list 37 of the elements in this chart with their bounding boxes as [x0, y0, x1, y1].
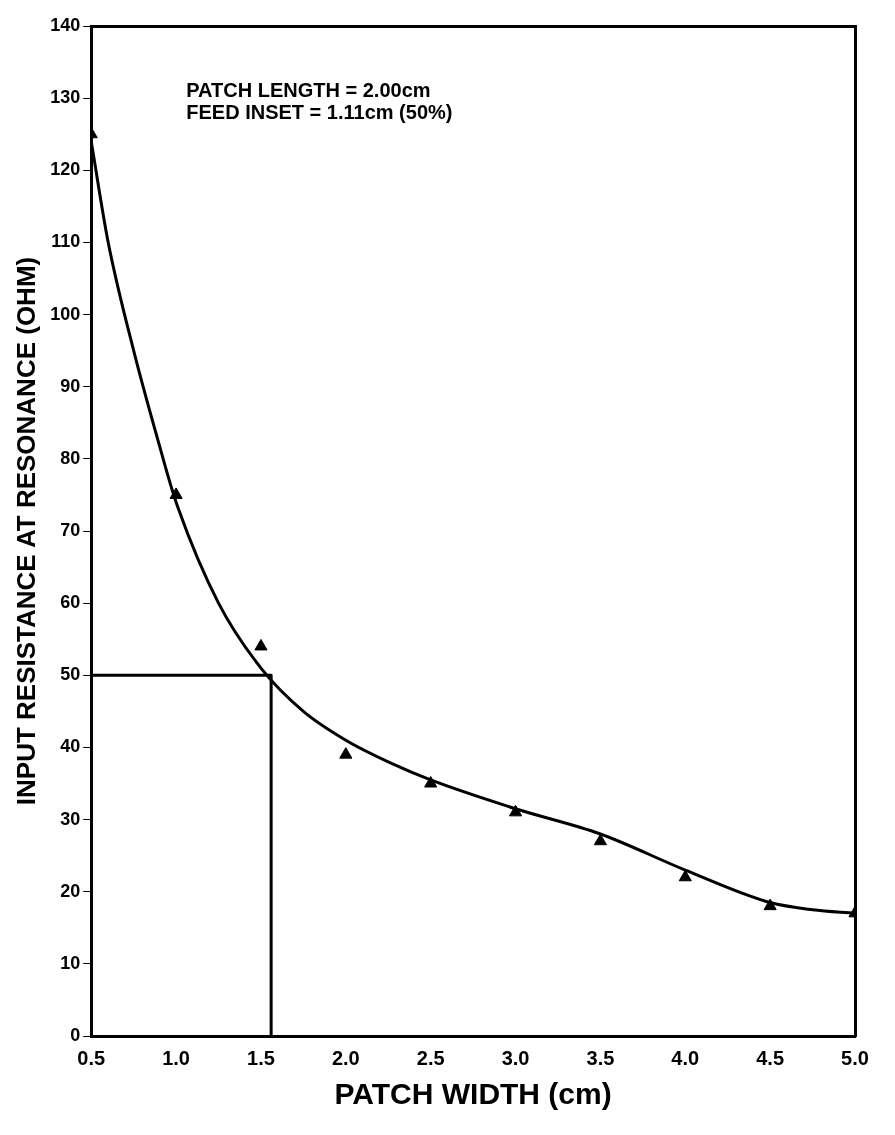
y-tick-label: 110 [51, 231, 81, 252]
y-tick-label: 80 [60, 447, 81, 468]
y-tick-label: 140 [50, 14, 81, 35]
y-tick-label: 100 [50, 303, 81, 324]
annotation: PATCH LENGTH = 2.00cm [186, 78, 431, 101]
y-tick-label: 20 [60, 880, 81, 901]
point [254, 638, 268, 651]
point [763, 898, 777, 911]
point [339, 747, 353, 759]
y-tick-label: 130 [50, 87, 81, 108]
point [593, 833, 607, 846]
x-tick-label: 4.0 [671, 1046, 700, 1069]
x-axis-title: PATCH WIDTH (cm) [334, 1077, 612, 1111]
y-tick-label: 70 [60, 519, 81, 540]
point [678, 869, 692, 882]
x-tick-label: 5.0 [841, 1046, 869, 1069]
y-axis-title: INPUT RESISTANCE AT RESONANCE (OHM) [10, 256, 41, 806]
x-tick-label: 4.5 [756, 1046, 785, 1069]
x-tick-label: 0.5 [77, 1046, 106, 1069]
x-tick-label: 2.5 [416, 1046, 445, 1069]
x-tick-label: 2.0 [331, 1046, 360, 1069]
x-tick-label: 1.0 [162, 1046, 190, 1069]
x-tick-label: 3.5 [586, 1046, 615, 1069]
y-tick-label: 40 [60, 736, 81, 757]
y-tick-label: 50 [60, 664, 81, 685]
point [508, 804, 523, 817]
y-tick-label: 10 [60, 952, 81, 973]
x-tick-label: 3.0 [501, 1046, 530, 1069]
y-tick-label: 90 [60, 375, 81, 396]
y-tick-label: 60 [60, 592, 81, 613]
point [169, 487, 183, 499]
x-tick-label: 1.5 [247, 1046, 275, 1069]
point [424, 776, 438, 788]
y-tick-label: 30 [60, 808, 81, 829]
annotation: FEED INSET = 1.11cm (50%) [186, 100, 453, 123]
y-tick-label: 0 [70, 1024, 81, 1045]
y-tick-label: 120 [50, 159, 81, 180]
